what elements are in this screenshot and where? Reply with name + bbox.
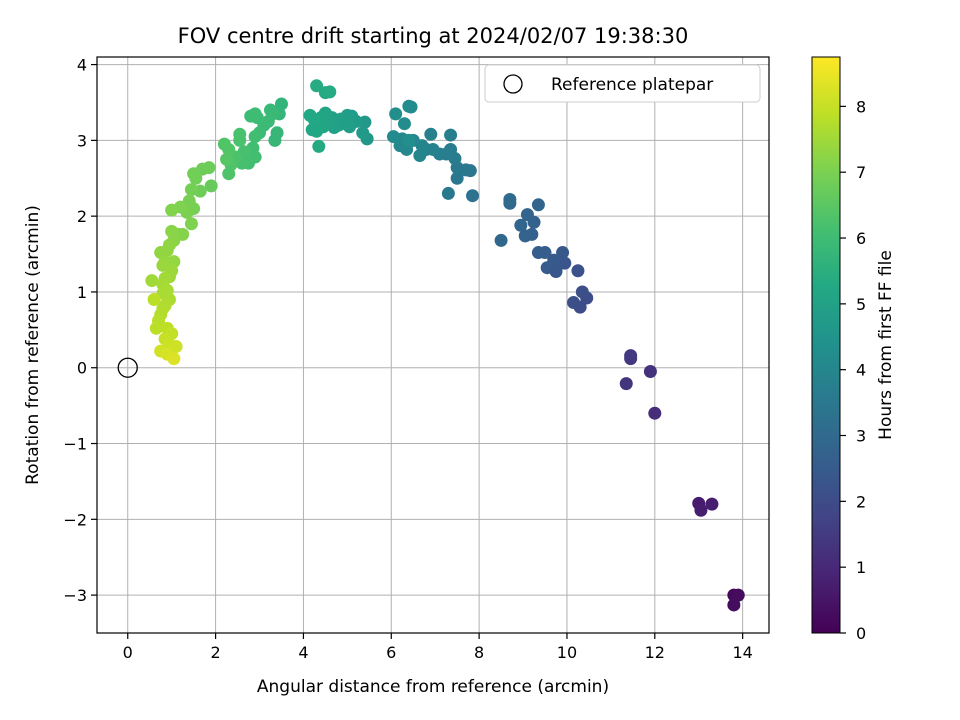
- data-point: [624, 349, 638, 363]
- data-point: [531, 198, 545, 212]
- data-point: [217, 137, 231, 151]
- data-point: [389, 107, 403, 121]
- colorbar-tick-label: 0: [856, 624, 866, 643]
- data-point: [648, 406, 662, 420]
- data-point: [444, 128, 458, 142]
- y-tick-label: −1: [63, 435, 87, 454]
- colorbar: [811, 56, 841, 634]
- legend-label: Reference platepar: [551, 75, 713, 95]
- legend-box: [484, 64, 761, 103]
- legend: Reference platepar: [484, 64, 761, 103]
- data-point: [222, 167, 236, 181]
- grid: [97, 57, 769, 633]
- data-point: [503, 192, 517, 206]
- data-point: [312, 139, 326, 153]
- data-point: [571, 264, 585, 278]
- y-axis-label: Rotation from reference (arcmin): [23, 205, 43, 485]
- data-point: [518, 229, 532, 243]
- x-tick-label: 10: [557, 643, 577, 662]
- data-point: [549, 264, 563, 278]
- data-point: [220, 152, 234, 166]
- data-point: [520, 208, 534, 222]
- x-tick-label: 2: [210, 643, 220, 662]
- y-tick-label: 2: [77, 207, 87, 226]
- data-point: [404, 100, 418, 114]
- x-tick-label: 12: [645, 643, 665, 662]
- data-point: [307, 113, 321, 127]
- data-point: [149, 321, 163, 335]
- x-tick-label: 4: [298, 643, 308, 662]
- x-axis-ticks: 0 2 4 6 8 10 12 14: [123, 633, 753, 662]
- data-point: [184, 217, 198, 231]
- y-tick-label: −3: [63, 586, 87, 605]
- data-point: [184, 183, 198, 197]
- data-point: [556, 246, 570, 260]
- data-point: [233, 127, 247, 141]
- data-point: [727, 598, 741, 612]
- chart-title: FOV centre drift starting at 2024/02/07 …: [178, 24, 689, 48]
- data-point: [310, 79, 324, 93]
- data-point: [397, 117, 411, 131]
- data-point: [731, 588, 745, 602]
- y-tick-label: −2: [63, 510, 87, 529]
- data-point: [305, 123, 319, 137]
- data-point: [402, 133, 416, 147]
- y-tick-label: 3: [77, 131, 87, 150]
- data-point: [424, 127, 438, 141]
- y-axis-ticks: −3 −2 −1 0 1 2 3 4: [63, 56, 97, 605]
- data-point: [575, 285, 589, 299]
- data-point: [244, 109, 258, 123]
- data-point: [323, 85, 337, 99]
- data-point: [165, 203, 179, 217]
- data-point: [705, 497, 719, 511]
- plot-frame: [96, 56, 770, 634]
- data-point: [531, 246, 545, 260]
- data-point: [567, 296, 581, 310]
- data-point: [619, 377, 633, 391]
- x-tick-label: 14: [732, 643, 752, 662]
- x-tick-label: 0: [123, 643, 133, 662]
- colorbar-ticks: 0 1 2 3 4 5 6 7 8: [840, 97, 866, 643]
- colorbar-tick-label: 5: [856, 295, 866, 314]
- data-point: [643, 365, 657, 379]
- colorbar-tick-label: 4: [856, 361, 866, 380]
- data-point: [450, 171, 464, 185]
- data-point: [694, 503, 708, 517]
- data-point: [386, 130, 400, 144]
- colorbar-tick-label: 3: [856, 427, 866, 446]
- y-tick-label: 1: [77, 283, 87, 302]
- legend-marker: [503, 74, 523, 94]
- data-point: [145, 274, 159, 288]
- data-point: [263, 103, 277, 117]
- data-point: [147, 293, 161, 307]
- colorbar-tick-label: 2: [856, 492, 866, 511]
- colorbar-tick-label: 8: [856, 97, 866, 116]
- x-tick-label: 6: [386, 643, 396, 662]
- colorbar-tick-label: 1: [856, 558, 866, 577]
- colorbar-label: Hours from first FF file: [876, 250, 896, 440]
- x-axis-label: Angular distance from reference (arcmin): [257, 677, 609, 697]
- data-point: [167, 352, 181, 366]
- y-tick-label: 4: [77, 56, 87, 75]
- data-point: [413, 149, 427, 163]
- reference-marker-group: [117, 357, 138, 378]
- data-point: [187, 167, 201, 181]
- data-point: [204, 179, 218, 193]
- x-tick-label: 8: [474, 643, 484, 662]
- data-points: [145, 79, 745, 612]
- colorbar-tick-label: 6: [856, 229, 866, 248]
- data-point: [356, 126, 370, 140]
- data-point: [441, 186, 455, 200]
- data-point: [274, 97, 288, 111]
- data-point: [169, 340, 183, 354]
- reference-platepar-marker: [117, 357, 138, 378]
- data-point: [494, 233, 508, 247]
- colorbar-tick-label: 7: [856, 163, 866, 182]
- data-point: [514, 218, 528, 232]
- data-point: [466, 189, 480, 203]
- y-tick-label: 0: [77, 359, 87, 378]
- data-point: [248, 130, 262, 144]
- data-point: [268, 133, 282, 147]
